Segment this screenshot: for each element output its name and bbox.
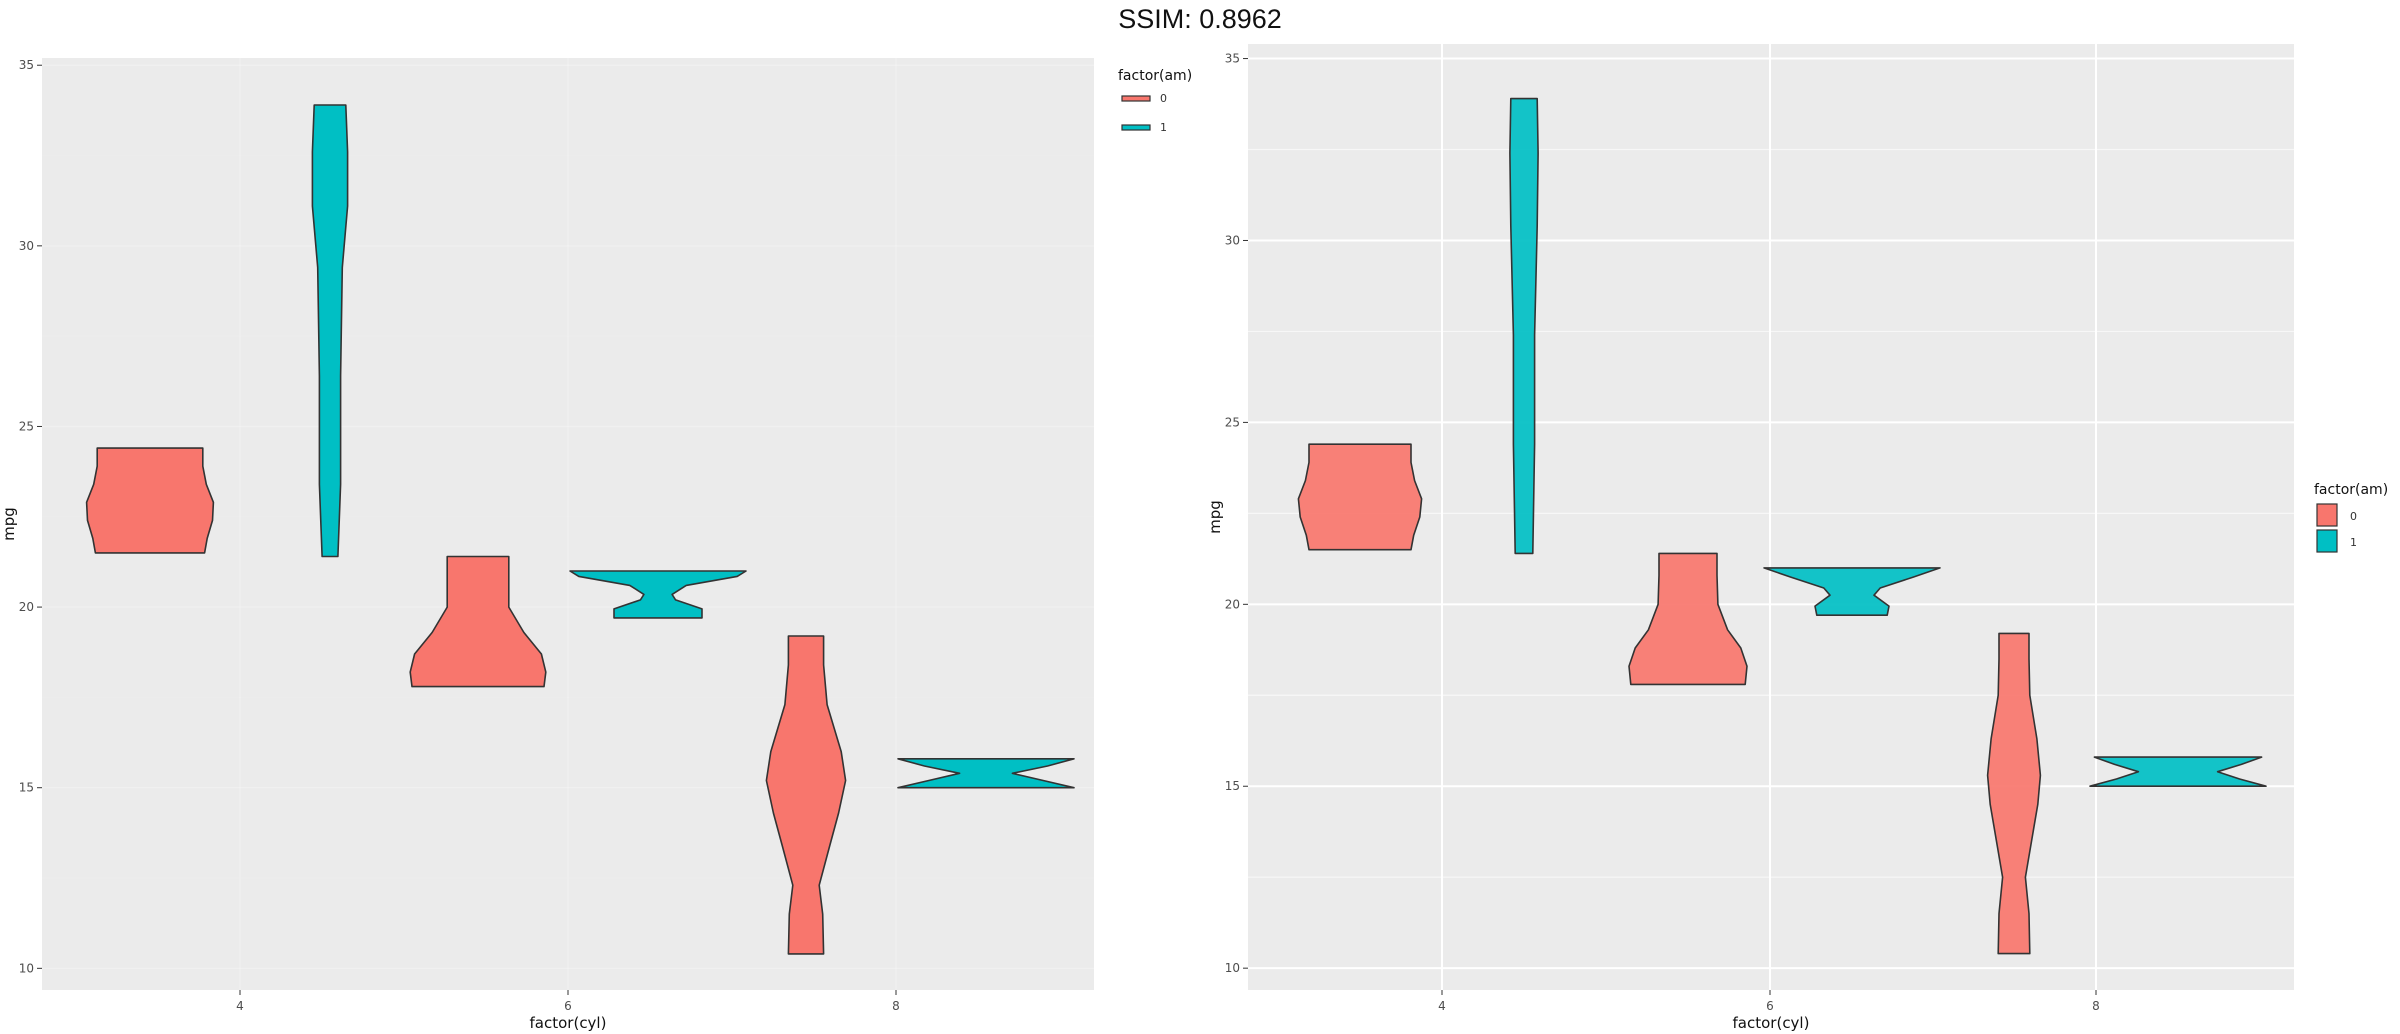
chart-panel-2: 10 15 20 25 30 35 4 6 8 factor(cyl) mpg factor(am) 0…	[1206, 44, 2388, 1032]
violin-cyl6-am0	[409, 555, 547, 688]
legend: factor(am) 0 1	[2314, 482, 2388, 553]
y-axis-title: mpg	[1206, 500, 1224, 534]
y-tick-label: 15	[19, 781, 34, 795]
violins	[1297, 97, 2267, 955]
legend-key-am0	[1121, 95, 1151, 102]
y-tick-label: 35	[1225, 52, 1240, 66]
x-tick-label: 8	[892, 999, 900, 1013]
chart-panel-1: 10 15 20 25 30 35 4 6 8 factor(cyl) mpg factor(am) 0…	[0, 58, 1192, 1032]
y-tick-label: 25	[19, 419, 34, 433]
violin-cyl8-am0	[1986, 632, 2042, 955]
legend-key-am1	[2316, 529, 2338, 553]
violin-cyl6-am0	[1628, 552, 1748, 686]
x-tick-label: 4	[236, 999, 244, 1013]
y-tick-label: 30	[19, 239, 34, 253]
x-tick-label: 4	[1438, 999, 1446, 1013]
y-tick-label: 25	[1225, 415, 1240, 429]
violin-cyl6-am1	[569, 570, 747, 619]
violin-cyl4-am0	[1297, 443, 1423, 551]
y-tick-label: 20	[19, 600, 34, 614]
legend-key-am1	[1121, 124, 1151, 131]
figure-title: SSIM: 0.8962	[1118, 4, 1282, 34]
y-tick-label: 30	[1225, 233, 1240, 247]
x-tick-label: 6	[564, 999, 572, 1013]
violin-cyl4-am0	[85, 447, 215, 554]
y-tick-label: 20	[1225, 597, 1240, 611]
x-tick-label: 8	[2092, 999, 2100, 1013]
legend-label-am0: 0	[1160, 92, 1167, 105]
y-tick-label: 15	[1225, 779, 1240, 793]
x-axis-title: factor(cyl)	[1733, 1014, 1810, 1032]
legend-title: factor(am)	[1118, 68, 1192, 84]
legend: factor(am) 0 1	[1118, 68, 1192, 134]
legend-label-am0: 0	[2350, 510, 2357, 523]
legend-label-am1: 1	[1160, 121, 1167, 134]
x-tick-label: 6	[1766, 999, 1774, 1013]
legend-label-am1: 1	[2350, 536, 2357, 549]
violins	[85, 104, 1075, 955]
violin-cyl8-am1	[2089, 756, 2267, 787]
y-tick-label: 35	[19, 58, 34, 72]
legend-title: factor(am)	[2314, 482, 2388, 498]
violin-cyl8-am0	[765, 635, 847, 955]
violin-cyl4-am1	[1509, 97, 1539, 555]
y-axis-title: mpg	[0, 507, 18, 541]
y-tick-label: 10	[1225, 961, 1240, 975]
legend-key-am0	[2316, 503, 2338, 527]
violin-cyl6-am1	[1763, 567, 1941, 616]
x-axis-title: factor(cyl)	[530, 1014, 607, 1032]
violin-cyl8-am1	[897, 758, 1075, 789]
y-tick-label: 10	[19, 961, 34, 975]
panel-background	[42, 58, 1094, 990]
violin-cyl4-am1	[311, 104, 349, 558]
